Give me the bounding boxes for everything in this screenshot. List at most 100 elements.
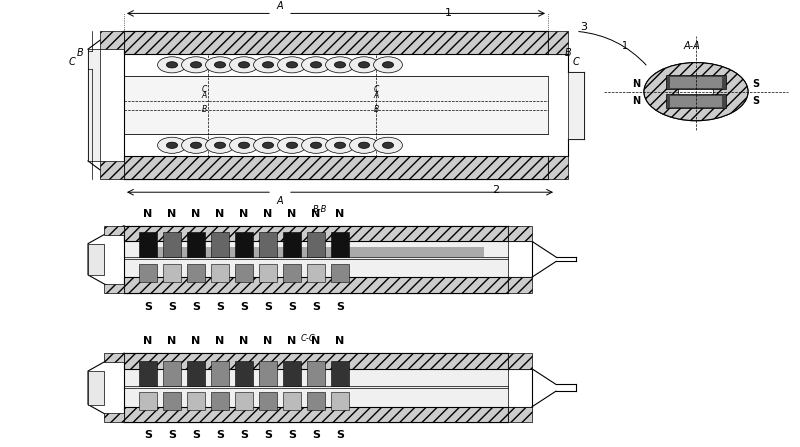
Text: N: N xyxy=(632,97,640,106)
Text: 1: 1 xyxy=(622,42,628,51)
Bar xyxy=(568,72,584,139)
Bar xyxy=(548,31,568,54)
Text: B-B: B-B xyxy=(313,205,327,214)
Text: N: N xyxy=(335,209,345,219)
Text: N: N xyxy=(311,209,321,219)
Bar xyxy=(331,392,349,410)
Text: C: C xyxy=(374,84,378,93)
Bar xyxy=(124,369,508,407)
Text: 2: 2 xyxy=(493,185,499,195)
Circle shape xyxy=(334,142,346,148)
Text: A: A xyxy=(374,91,378,100)
Bar xyxy=(331,232,349,257)
Text: S: S xyxy=(216,430,224,440)
Circle shape xyxy=(166,142,178,148)
Text: C: C xyxy=(573,57,579,67)
Bar xyxy=(508,277,532,293)
Bar xyxy=(187,232,205,257)
Bar xyxy=(104,413,124,422)
Bar xyxy=(331,264,349,282)
Text: N: N xyxy=(143,209,153,219)
Circle shape xyxy=(262,62,274,68)
Circle shape xyxy=(158,57,186,73)
Text: S: S xyxy=(168,430,176,440)
Bar xyxy=(331,361,349,386)
Circle shape xyxy=(214,62,226,68)
Bar xyxy=(124,353,508,369)
Text: N: N xyxy=(143,337,153,346)
Bar xyxy=(104,284,124,293)
Circle shape xyxy=(238,142,250,148)
Circle shape xyxy=(182,137,210,153)
Bar xyxy=(124,407,508,422)
Bar xyxy=(139,264,157,282)
Text: S: S xyxy=(752,79,759,89)
Bar xyxy=(100,31,124,49)
Text: S: S xyxy=(192,430,200,440)
Bar xyxy=(124,156,548,179)
Circle shape xyxy=(206,137,234,153)
Text: S: S xyxy=(264,430,272,440)
Circle shape xyxy=(302,57,330,73)
Bar xyxy=(259,264,277,282)
Text: B: B xyxy=(565,48,571,58)
Bar xyxy=(211,264,229,282)
Circle shape xyxy=(278,137,306,153)
Bar xyxy=(124,277,508,293)
Text: S: S xyxy=(216,302,224,312)
Bar xyxy=(670,96,722,107)
Circle shape xyxy=(190,62,202,68)
Text: N: N xyxy=(632,79,640,89)
Bar xyxy=(163,392,181,410)
Bar xyxy=(307,232,325,257)
Text: N: N xyxy=(311,337,321,346)
Circle shape xyxy=(350,137,378,153)
Circle shape xyxy=(286,142,298,148)
Bar xyxy=(283,392,301,410)
Circle shape xyxy=(182,57,210,73)
Bar xyxy=(124,31,548,54)
Text: N: N xyxy=(335,337,345,346)
Text: A-A: A-A xyxy=(684,42,700,51)
Text: C-C: C-C xyxy=(301,333,315,342)
Circle shape xyxy=(158,137,186,153)
Circle shape xyxy=(254,57,282,73)
Bar xyxy=(235,232,253,257)
Text: N: N xyxy=(191,209,201,219)
Bar xyxy=(307,392,325,410)
Circle shape xyxy=(374,57,402,73)
Text: S: S xyxy=(312,430,320,440)
Circle shape xyxy=(350,57,378,73)
Bar xyxy=(259,392,277,410)
Bar xyxy=(187,361,205,386)
Text: S: S xyxy=(192,302,200,312)
Circle shape xyxy=(190,142,202,148)
Bar xyxy=(508,407,532,422)
Text: N: N xyxy=(167,337,177,346)
Text: S: S xyxy=(312,302,320,312)
Bar xyxy=(235,392,253,410)
Text: B: B xyxy=(77,48,83,58)
Bar xyxy=(163,361,181,386)
Text: A: A xyxy=(277,1,283,11)
Bar xyxy=(259,232,277,257)
Bar xyxy=(139,232,157,257)
Circle shape xyxy=(166,62,178,68)
Circle shape xyxy=(286,62,298,68)
Text: N: N xyxy=(239,209,249,219)
Circle shape xyxy=(230,57,258,73)
Bar xyxy=(508,226,532,241)
Circle shape xyxy=(214,142,226,148)
Bar xyxy=(307,361,325,386)
Bar xyxy=(508,353,532,369)
Text: S: S xyxy=(288,430,296,440)
Text: N: N xyxy=(263,209,273,219)
Bar xyxy=(666,75,726,89)
Bar xyxy=(283,361,301,386)
Circle shape xyxy=(644,63,748,121)
Circle shape xyxy=(326,57,354,73)
Circle shape xyxy=(278,57,306,73)
Bar xyxy=(187,264,205,282)
Bar xyxy=(283,264,301,282)
Bar xyxy=(235,361,253,386)
